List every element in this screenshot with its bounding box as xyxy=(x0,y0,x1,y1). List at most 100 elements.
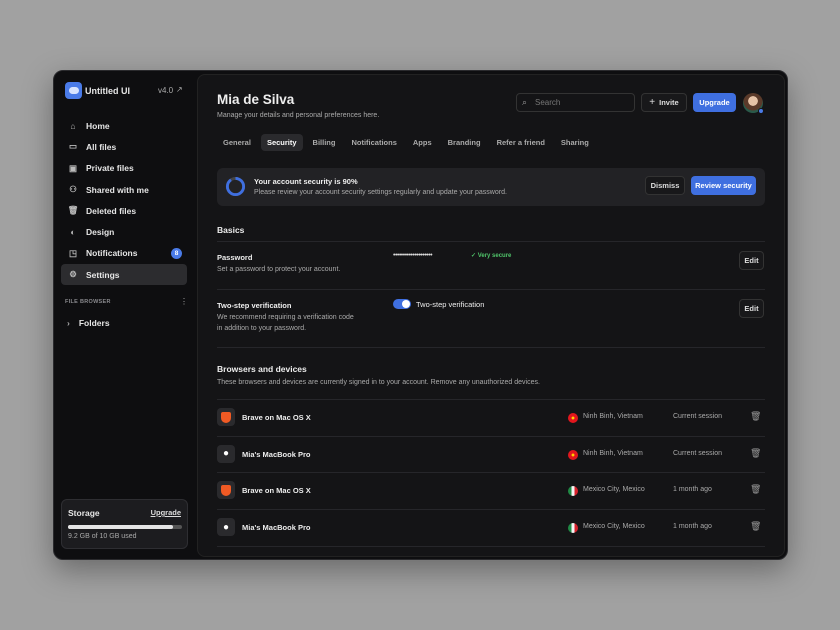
storage-card: Storage Upgrade 9.2 GB of 10 GB used xyxy=(61,499,188,549)
apple-icon: ● xyxy=(217,518,235,537)
device-row: ● Mia's MacBook Pro Mexico City, Mexico … xyxy=(217,509,765,548)
users-plus-icon: ⚇ xyxy=(69,184,77,195)
trash-icon[interactable]: 🗑︎ xyxy=(750,521,762,532)
tab-billing[interactable]: Billing xyxy=(312,138,336,147)
tab-sharing[interactable]: Sharing xyxy=(560,138,589,147)
more-vertical-icon[interactable]: ⋮ xyxy=(180,297,188,306)
divider xyxy=(217,509,765,511)
password-desc: Set a password to protect your account. xyxy=(217,266,341,273)
tab-branding[interactable]: Branding xyxy=(447,138,481,147)
vietnam-flag-icon xyxy=(568,413,578,423)
notification-badge: 8 xyxy=(171,247,182,259)
folders-item[interactable]: › Folders xyxy=(67,318,110,328)
sidebar-item-label: Notifications xyxy=(86,248,138,259)
brave-logo xyxy=(221,411,231,423)
devices-heading: Browsers and devices xyxy=(217,364,307,374)
brave-icon xyxy=(217,408,235,426)
tab-general[interactable]: General xyxy=(223,138,251,147)
divider xyxy=(217,435,765,437)
sidebar-item-label: Shared with me xyxy=(86,184,149,195)
device-name: Mia's MacBook Pro xyxy=(242,523,311,533)
home-icon: ⌂ xyxy=(70,120,76,131)
main-panel: Mia de Silva Manage your details and per… xyxy=(197,74,785,557)
check-circle-icon: ✓ xyxy=(471,253,478,259)
divider xyxy=(217,347,765,348)
trash-icon: 🗑︎ xyxy=(67,205,79,216)
sidebar-item-shared[interactable]: ⚇ Shared with me xyxy=(61,179,187,200)
sidebar-item-private-files[interactable]: ▣ Private files xyxy=(61,158,187,179)
device-name: Brave on Mac OS X xyxy=(242,486,311,496)
storage-used-text: 9.2 GB of 10 GB used xyxy=(68,533,137,540)
sidebar-item-notifications[interactable]: ◳ Notifications 8 xyxy=(61,243,187,264)
tab-apps[interactable]: Apps xyxy=(412,138,432,147)
invite-button[interactable]: + Invite xyxy=(641,93,687,112)
device-name: Mia's MacBook Pro xyxy=(242,449,311,459)
device-location: Mexico City, Mexico xyxy=(583,523,645,531)
dismiss-button[interactable]: Dismiss xyxy=(645,176,685,195)
sidebar-item-label: Design xyxy=(86,227,115,238)
brand-name: Untitled UI xyxy=(85,86,130,96)
device-row: ● Mia's MacBook Pro Ninh Binh, Vietnam C… xyxy=(217,435,765,473)
trash-icon[interactable]: 🗑︎ xyxy=(750,484,762,495)
divider xyxy=(217,399,765,400)
device-location: Ninh Binh, Vietnam xyxy=(583,449,643,457)
device-location: Ninh Binh, Vietnam xyxy=(583,413,643,420)
device-session: Current session xyxy=(673,449,723,457)
sidebar-item-label: Private files xyxy=(86,163,134,174)
trash-icon[interactable]: 🗑︎ xyxy=(750,447,762,458)
mexico-flag-icon xyxy=(568,486,578,497)
version-label: v4.0 xyxy=(158,86,174,95)
search-icon: ⌕ xyxy=(522,97,528,107)
folders-label: Folders xyxy=(78,318,110,328)
sidebar-item-deleted[interactable]: 🗑︎ Deleted files xyxy=(61,200,187,221)
tab-security[interactable]: Security xyxy=(260,134,303,151)
password-strength-label: Very secure xyxy=(477,253,512,259)
edit-password-button[interactable]: Edit xyxy=(739,251,764,270)
device-session: 1 month ago xyxy=(673,523,712,531)
mexico-flag-icon xyxy=(568,523,578,534)
apple-logo: ● xyxy=(222,448,230,460)
trash-icon[interactable]: 🗑︎ xyxy=(750,411,762,421)
storage-progress-bar xyxy=(68,525,182,529)
upgrade-button[interactable]: Upgrade xyxy=(693,93,736,112)
password-value: •••••••••••••••••••• xyxy=(393,252,433,259)
alert-title: Your account security is 90% xyxy=(254,177,358,186)
password-strength: ✓ Very secure xyxy=(471,252,511,259)
sidebar-item-home[interactable]: ⌂ Home xyxy=(61,115,187,136)
search-input[interactable]: ⌕ Search xyxy=(516,93,635,112)
invite-label: Invite xyxy=(659,98,679,107)
two-step-label: Two-step verification xyxy=(217,301,292,310)
brave-icon xyxy=(217,481,235,500)
review-security-button[interactable]: Review security xyxy=(691,176,756,195)
vietnam-flag-icon xyxy=(568,449,578,460)
two-step-toggle[interactable] xyxy=(393,299,411,309)
tab-refer-a-friend[interactable]: Refer a friend xyxy=(496,138,545,147)
logo-icon xyxy=(65,82,82,99)
sidebar-item-design[interactable]: ◐ Design xyxy=(61,221,187,242)
two-step-desc: We recommend requiring a verification co… xyxy=(217,314,354,332)
device-session: Current session xyxy=(673,413,723,420)
password-label: Password xyxy=(217,253,253,262)
tab-notifications[interactable]: Notifications xyxy=(351,138,397,147)
storage-progress-fill xyxy=(68,525,173,529)
page-subtitle: Manage your details and personal prefere… xyxy=(217,112,380,119)
divider xyxy=(217,546,765,548)
sidebar-item-label: Deleted files xyxy=(86,205,137,216)
folder-icon: ▭ xyxy=(68,141,78,152)
two-step-toggle-label: Two-step verification xyxy=(416,300,485,309)
gear-icon: ⚙ xyxy=(69,269,77,280)
sidebar-item-label: Home xyxy=(86,120,110,131)
brave-logo xyxy=(221,484,231,496)
sidebar-item-all-files[interactable]: ▭ All files xyxy=(61,136,187,157)
edit-two-step-button[interactable]: Edit xyxy=(739,299,764,318)
device-name: Brave on Mac OS X xyxy=(242,413,311,422)
device-location: Mexico City, Mexico xyxy=(583,486,645,494)
sidebar-item-settings[interactable]: ⚙ Settings xyxy=(61,264,187,286)
sidebar-nav: ⌂ Home ▭ All files ▣ Private files ⚇ Shared … xyxy=(61,115,187,286)
design-icon: ◐ xyxy=(70,227,76,238)
divider xyxy=(217,241,765,242)
device-row: Brave on Mac OS X Mexico City, Mexico 1 … xyxy=(217,472,765,509)
storage-upgrade-link[interactable]: Upgrade xyxy=(150,508,181,517)
chevron-right-icon: › xyxy=(67,318,70,328)
external-link-icon[interactable]: ↗ xyxy=(176,85,183,94)
